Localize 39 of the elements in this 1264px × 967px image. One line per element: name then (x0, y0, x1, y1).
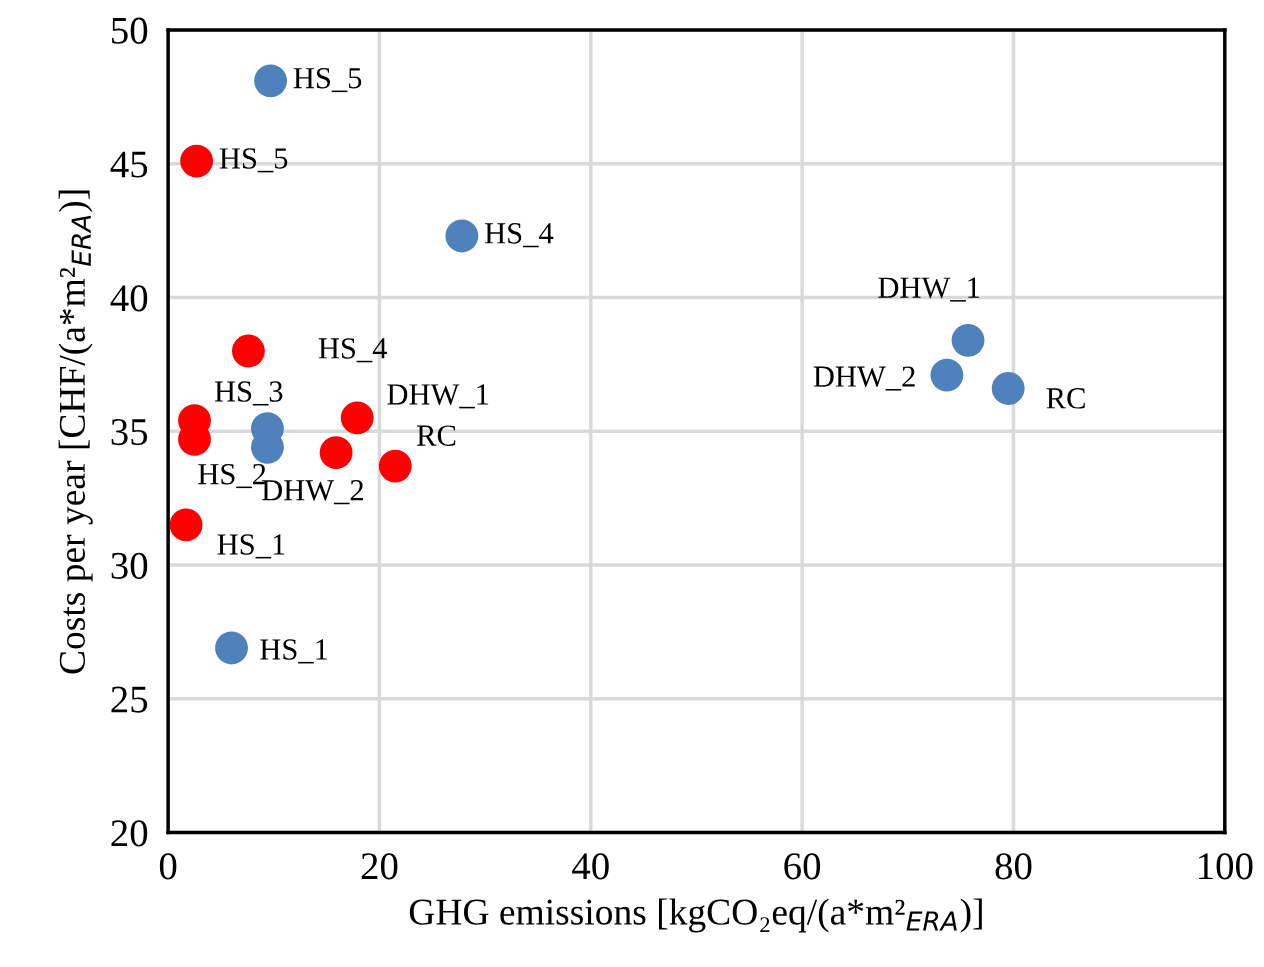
annotation: HS_4 (318, 338, 387, 363)
annotation: RC (1046, 388, 1085, 409)
point (340, 401, 374, 435)
y-tick-label: 20 (111, 820, 148, 847)
point (231, 334, 265, 368)
point (445, 219, 479, 253)
point (991, 372, 1025, 405)
point (180, 144, 214, 178)
point (254, 64, 288, 98)
y-tick-label: 40 (110, 285, 148, 312)
y-tick-label: 25 (111, 686, 148, 713)
x-tick-label: 80 (995, 853, 1032, 880)
point (319, 436, 353, 470)
x-axis-title: GHG emissions [kgCO₂eq/(a*m²$_{ERA}$)] (409, 898, 982, 933)
y-tick-label: 45 (110, 151, 148, 178)
point (951, 323, 985, 357)
y-tick-label: 35 (111, 419, 148, 446)
annotation: HS_3 (214, 381, 283, 406)
y-axis-title: Costs per year [CHF/(a*m²$_{ERA}$)] (58, 190, 93, 674)
x-tick-label: 100 (1199, 853, 1253, 880)
point (215, 631, 248, 665)
x-tick-label: 20 (361, 853, 398, 880)
annotation: HS_1 (217, 534, 285, 559)
annotation: HS_5 (219, 148, 288, 173)
point (930, 358, 964, 392)
y-tick-label: 30 (111, 552, 148, 579)
annotation: DHW_1 (878, 277, 980, 302)
point (378, 449, 412, 483)
annotation: DHW_2 (813, 366, 915, 391)
x-tick-label: 40 (572, 853, 609, 880)
annotation: HS_5 (293, 67, 362, 93)
y-tick-label: 50 (112, 17, 148, 44)
annotation: HS_4 (484, 223, 554, 248)
x-tick-label: 60 (784, 853, 821, 880)
annotation: RC (417, 425, 456, 446)
annotation: DHW_1 (387, 384, 489, 409)
annotation: HS_1 (260, 639, 328, 664)
x-tick-label: 0 (159, 853, 177, 880)
point (169, 508, 203, 542)
